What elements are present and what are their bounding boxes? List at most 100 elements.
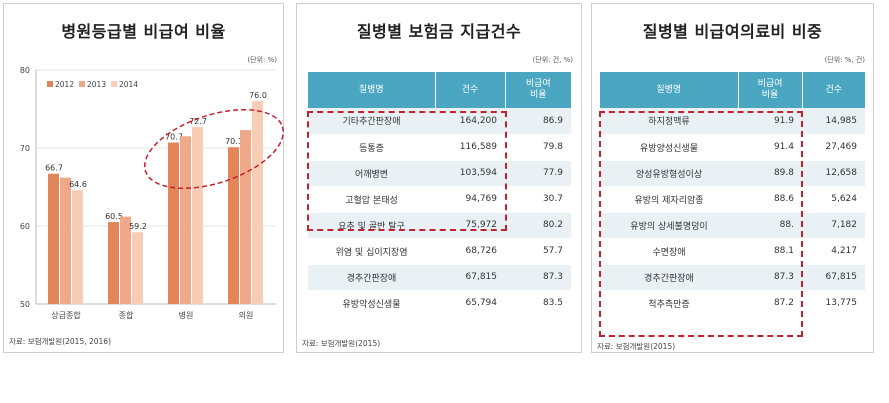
x-tick-label: 종합	[119, 311, 134, 320]
cell-value: 57.7	[505, 238, 571, 265]
panel-claims-count-table: 질병별 보험금 지급건수 (단위: 건, %) 질병명 건수 비급여 비율 기타…	[296, 3, 582, 353]
y-tick-label: 80	[20, 66, 30, 75]
noncovered-table: 질병명 비급여 비율 건수 하지정맥류 91.9 14,985 유방양성신생물 91.4…	[600, 72, 865, 317]
col-header-disease: 질병명	[308, 72, 436, 108]
table2-source: 자료: 보험개발원(2015)	[302, 339, 381, 348]
chart-source: 자료: 보험개발원(2015, 2016)	[9, 337, 112, 346]
data-label: 76.0	[249, 91, 267, 100]
panel-hospital-grade-chart: 병원등급별 비급여 비율 (단위: %) 50 60 70 80 2012 2013 201…	[3, 3, 285, 353]
bar	[168, 142, 179, 304]
table-row: 위염 및 십이지장염 68,726 57.7	[308, 238, 571, 265]
table-row: 유방양성신생물 91.4 27,469	[600, 134, 865, 161]
bar	[192, 126, 203, 304]
table-row: 유방의 제자리암종 88.6 5,624	[600, 186, 865, 213]
legend-swatch	[47, 81, 53, 87]
claims-table: 질병명 건수 비급여 비율 기타추간판장애 164,200 86.9 등통증 116,5…	[308, 72, 571, 317]
table-row: 양성유방형성이상 89.8 12,658	[600, 160, 865, 187]
legend-label: 2014	[119, 80, 138, 89]
bar	[180, 136, 191, 304]
bar-chart: 50 60 70 80 2012 2013 2014 66.7 64.6 상급종합 60.5 59.2…	[20, 66, 285, 320]
cell-value: 65,794	[435, 290, 505, 317]
x-tick-label: 의원	[239, 310, 254, 320]
cell-disease: 하지정맥류	[600, 108, 738, 135]
cell-value: 5,624	[802, 186, 865, 213]
cell-value: 103,594	[435, 160, 505, 187]
cell-value: 116,589	[435, 134, 505, 161]
cell-value: 4,217	[802, 238, 865, 265]
cell-disease: 유방의 제자리암종	[600, 186, 738, 213]
cell-value: 7,182	[802, 212, 865, 239]
cell-value: 91.9	[738, 108, 802, 135]
cell-value: 13,775	[802, 290, 865, 317]
cell-disease: 어깨병변	[308, 160, 435, 187]
col-header-count: 건수	[802, 72, 865, 108]
legend-label: 2012	[55, 80, 74, 89]
bar	[120, 216, 131, 304]
chart-title: 병원등급별 비급여 비율	[61, 22, 226, 41]
cell-value: 79.8	[505, 134, 571, 161]
table3-title: 질병별 비급여의료비 비중	[642, 22, 823, 41]
bar	[240, 130, 251, 304]
y-tick-label: 60	[20, 222, 30, 231]
data-label: 70.1	[225, 137, 243, 146]
table3-source: 자료: 보험개발원(2015)	[597, 342, 676, 351]
cell-value: 83.5	[505, 290, 571, 317]
x-tick-label: 병원	[179, 311, 194, 320]
col-header-disease: 질병명	[600, 72, 739, 108]
table-row: 요추 및 골반 탈구 75,972 80.2	[308, 212, 571, 239]
legend-swatch	[79, 81, 85, 87]
cell-value: 67,815	[435, 264, 505, 291]
cell-value: 91.4	[738, 134, 802, 161]
col-header-ratio: 비급여 비율	[505, 72, 571, 108]
panel-noncovered-ratio-table: 질병별 비급여의료비 비중 (단위: %, 건) 질병명 비급여 비율 건수 하…	[591, 3, 874, 353]
cell-disease: 고혈압 본태성	[308, 186, 435, 213]
chart-unit: (단위: %)	[247, 56, 277, 64]
col-header-count: 건수	[435, 72, 506, 108]
cell-value: 14,985	[802, 108, 865, 135]
cell-value: 88.1	[738, 238, 802, 265]
table2-unit: (단위: 건, %)	[532, 56, 573, 64]
table-row: 고혈압 본태성 94,769 30.7	[308, 186, 571, 213]
data-label: 59.2	[129, 222, 147, 231]
cell-disease: 척추측만증	[600, 290, 738, 317]
bar	[108, 222, 119, 304]
table3-unit: (단위: %, 건)	[824, 56, 865, 64]
cell-value: 30.7	[505, 186, 571, 213]
table-row: 하지정맥류 91.9 14,985	[600, 108, 865, 135]
highlight-ellipse	[143, 108, 285, 190]
legend-swatch	[111, 81, 117, 87]
cell-value: 80.2	[505, 212, 571, 239]
cell-disease: 유방악성신생물	[308, 290, 435, 317]
cell-disease: 등통증	[308, 134, 435, 161]
cell-value: 77.9	[505, 160, 571, 187]
bar	[72, 190, 83, 304]
bar	[60, 177, 71, 304]
cell-value: 75,972	[435, 212, 505, 239]
x-tick-label: 상급종합	[51, 310, 81, 320]
cell-value: 88.	[738, 212, 802, 239]
data-label: 70.7	[165, 133, 183, 142]
table-row: 경추간판장애 87.3 67,815	[600, 264, 865, 291]
cell-disease: 수면장애	[600, 238, 738, 265]
table-row: 척추측만증 87.2 13,775	[600, 290, 865, 317]
bar	[132, 232, 143, 304]
cell-value: 12,658	[802, 160, 865, 187]
table-row: 기타추간판장애 164,200 86.9	[308, 108, 571, 135]
y-tick-label: 50	[20, 300, 30, 309]
table2-title: 질병별 보험금 지급건수	[356, 22, 522, 41]
legend-label: 2013	[87, 80, 106, 89]
cell-value: 27,469	[802, 134, 865, 161]
table-row: 수면장애 88.1 4,217	[600, 238, 865, 265]
cell-value: 88.6	[738, 186, 802, 213]
cell-value: 164,200	[435, 108, 505, 135]
cell-value: 68,726	[435, 238, 505, 265]
cell-disease: 경추간판장애	[600, 264, 738, 291]
data-label: 72.7	[189, 117, 207, 126]
data-label: 66.7	[45, 164, 63, 173]
table-row: 어깨병변 103,594 77.9	[308, 160, 571, 187]
y-tick-label: 70	[20, 144, 30, 153]
cell-disease: 양성유방형성이상	[600, 160, 738, 187]
cell-disease: 기타추간판장애	[308, 108, 435, 135]
bar	[228, 147, 239, 304]
table-row: 유방의 상세불명덩이 88. 7,182	[600, 212, 865, 239]
